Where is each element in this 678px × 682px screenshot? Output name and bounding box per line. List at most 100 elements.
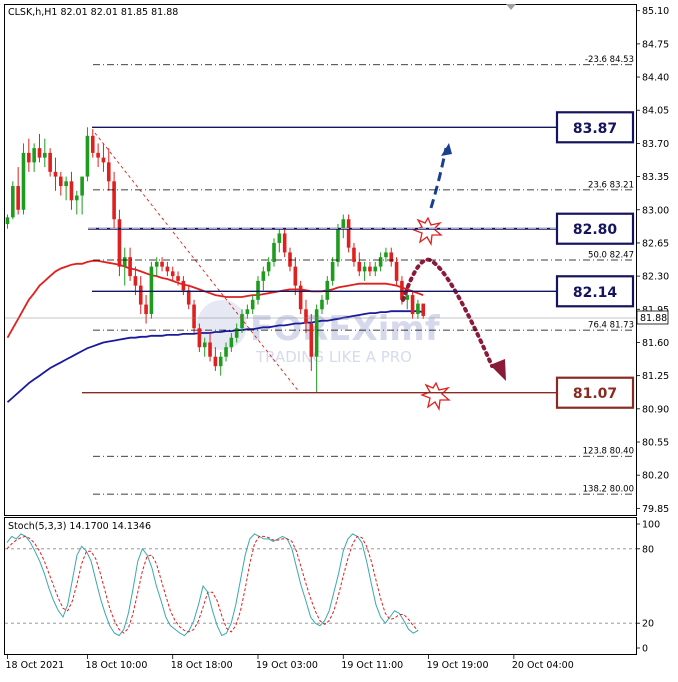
candle-body: [362, 266, 367, 272]
candle: [229, 332, 234, 352]
fib-level-label: 76.4 81.73: [588, 321, 634, 331]
time-tick-label: 19 Oct 11:00: [341, 660, 403, 671]
candle-body: [69, 181, 74, 201]
oscillator-tick-label: 80: [642, 544, 654, 555]
candle: [192, 299, 196, 333]
candle-body: [357, 261, 362, 272]
candle: [368, 261, 372, 277]
candle: [5, 214, 10, 229]
price-tick-label: 84.40: [642, 73, 669, 84]
candle: [346, 214, 351, 253]
level-box: [555, 275, 635, 308]
moving-average-fast-line: [6, 259, 424, 339]
candle-body: [197, 328, 202, 348]
candle: [240, 309, 244, 333]
candle: [186, 285, 191, 310]
candle-body: [346, 219, 351, 248]
candle: [245, 304, 250, 319]
time-tick-label: 18 Oct 10:00: [85, 660, 147, 671]
time-tick-label: 18 Oct 2021: [6, 660, 65, 671]
candle-body: [170, 271, 175, 277]
candle-body: [192, 304, 196, 329]
candle-body: [394, 261, 399, 281]
candle-body: [304, 309, 308, 324]
arrow-down-head-icon: [490, 359, 506, 381]
candle: [208, 332, 212, 362]
candle: [27, 138, 31, 172]
candle: [21, 143, 26, 215]
candle: [373, 261, 378, 277]
candle: [176, 271, 180, 286]
price-tick-label: 83.35: [642, 172, 669, 183]
candle: [48, 148, 52, 177]
candle: [53, 157, 58, 191]
candle-body: [213, 356, 218, 367]
price-tick-label: 79.85: [642, 504, 669, 515]
candle: [394, 257, 399, 286]
moving-average-slow-line: [6, 310, 424, 403]
candle: [80, 176, 84, 215]
candle-body: [314, 309, 319, 357]
candle-body: [138, 285, 143, 305]
candle-body: [378, 257, 383, 267]
candle-body: [293, 266, 298, 286]
candle: [384, 247, 388, 262]
candle: [160, 257, 164, 272]
candle: [256, 276, 260, 305]
candle: [272, 238, 276, 267]
oscillator-tick-label: 0: [642, 644, 648, 655]
candle-body: [384, 252, 388, 258]
candle: [336, 223, 340, 267]
chart-shift-marker-icon: [506, 4, 516, 10]
candle-body: [416, 303, 420, 315]
candle-body: [277, 233, 282, 243]
oscillator-tick-label: 20: [642, 619, 654, 630]
level-box-label: 82.80: [573, 222, 618, 238]
candle: [106, 148, 111, 191]
downward-scenario-arrow: [401, 257, 494, 368]
main-panel-frame: [4, 4, 637, 516]
retracement-diagonal: [94, 132, 301, 394]
candle: [37, 133, 42, 163]
candle-body: [352, 247, 356, 262]
fib-level-label: 138.2 80.00: [583, 485, 634, 495]
candle: [309, 314, 314, 371]
candle: [170, 266, 175, 281]
candle: [410, 290, 415, 319]
level-box-label: 83.87: [573, 121, 617, 137]
candle: [277, 228, 282, 253]
candle: [288, 247, 292, 272]
price-tick-label: 80.55: [642, 438, 669, 449]
candle: [11, 181, 15, 220]
candle-body: [80, 176, 84, 196]
candle: [357, 252, 362, 277]
candle: [352, 242, 356, 267]
candle-body: [37, 148, 42, 158]
candle: [133, 266, 138, 296]
candle: [298, 280, 303, 315]
candle: [224, 342, 228, 362]
price-tick-label: 85.10: [642, 6, 669, 17]
candle: [389, 247, 394, 267]
candle: [261, 266, 266, 291]
candle-body: [106, 162, 111, 182]
candle-body: [64, 181, 68, 187]
fib-level-label: 23.6 83.21: [588, 180, 634, 190]
candle-body: [208, 342, 212, 357]
price-tick-label: 81.95: [642, 305, 669, 316]
time-tick-label: 20 Oct 04:00: [512, 660, 574, 671]
candle-body: [389, 252, 394, 262]
price-tick-label: 80.90: [642, 404, 669, 415]
candle-body: [181, 280, 186, 291]
price-tick-label: 83.00: [642, 205, 669, 216]
candle-body: [218, 356, 223, 367]
candle-body: [43, 152, 47, 158]
price-tick-label: 84.75: [642, 39, 669, 50]
candle-body: [202, 342, 207, 348]
candle-body: [74, 195, 79, 201]
candle-body: [272, 242, 276, 262]
candle-body: [96, 152, 100, 158]
candle-body: [298, 285, 303, 310]
candle: [59, 171, 63, 196]
